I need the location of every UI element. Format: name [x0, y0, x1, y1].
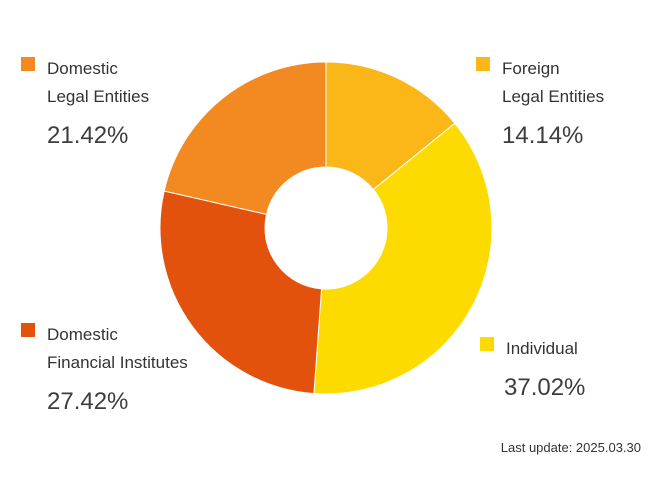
legend-label-line1: Domestic	[47, 59, 118, 78]
legend-domestic-legal-entities: Domestic Legal Entities 21.42%	[21, 55, 149, 151]
legend-swatch-individual	[480, 337, 494, 351]
donut-slice-individual	[313, 122, 493, 395]
legend-individual: Individual 37.02%	[480, 335, 585, 403]
legend-domestic-financial-institutes: Domestic Financial Institutes 27.42%	[21, 321, 188, 417]
legend-percent-foreign-legal-entities: 14.14%	[502, 122, 584, 149]
legend-swatch-domestic-financial-institutes	[21, 323, 35, 337]
legend-label-line1: Foreign	[502, 59, 560, 78]
last-update-label: Last update: 2025.03.30	[500, 440, 641, 455]
legend-label-line2: Financial Institutes	[47, 353, 188, 372]
legend-label-line1: Domestic	[47, 325, 118, 344]
legend-swatch-domestic-legal-entities	[21, 57, 35, 71]
legend-label-line2: Legal Entities	[47, 87, 150, 106]
donut-slice-domestic-legal-entities	[163, 61, 327, 215]
legend-percent-individual: 37.02%	[504, 374, 586, 401]
legend-swatch-foreign-legal-entities	[476, 57, 490, 71]
legend-foreign-legal-entities: Foreign Legal Entities 14.14%	[476, 55, 604, 151]
legend-label-line2: Legal Entities	[502, 87, 605, 106]
legend-percent-domestic-legal-entities: 21.42%	[47, 122, 129, 149]
donut-slice-domestic-financial-institutes	[159, 190, 323, 395]
legend-label-line1: Individual	[506, 339, 578, 358]
donut-slice-foreign-legal-entities	[325, 61, 456, 191]
legend-percent-domestic-financial-institutes: 27.42%	[47, 388, 129, 415]
